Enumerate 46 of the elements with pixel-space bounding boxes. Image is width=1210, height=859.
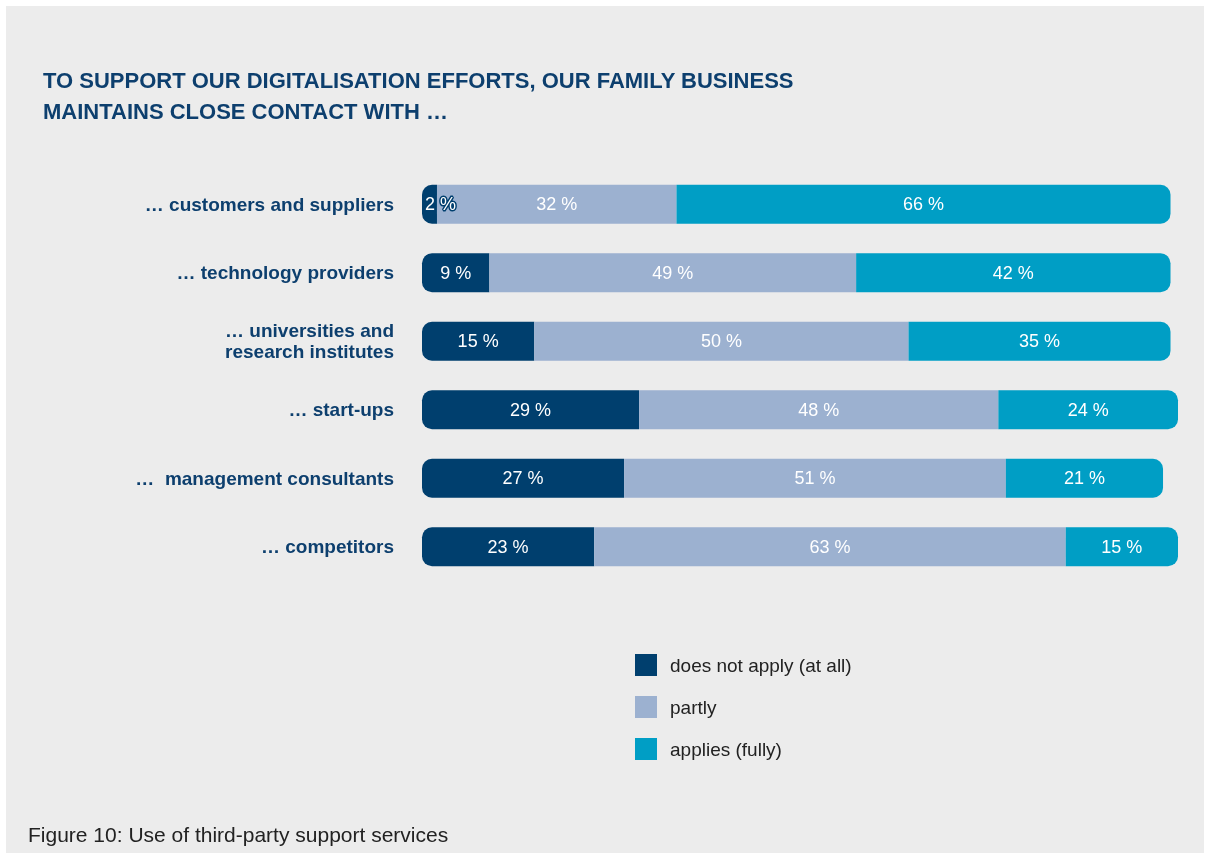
bar: [856, 253, 1171, 293]
data-label: 51 %: [794, 468, 836, 489]
y-tick-label: … universities and research institutes: [225, 320, 394, 363]
y-tick-label: … competitors: [260, 536, 394, 558]
caption: Figure 10: Use of third-party support services: [28, 823, 449, 846]
data-label: 48 %: [798, 399, 840, 420]
bar: [676, 184, 1171, 224]
bar: [422, 458, 625, 498]
y-tick-label: … start-ups: [288, 399, 394, 421]
y-tick-label: … customers and suppliers: [144, 193, 394, 215]
bar: [908, 321, 1171, 361]
bar: [639, 390, 999, 430]
bar: [422, 253, 490, 293]
data-label: 49 %: [652, 262, 694, 283]
bar: [594, 527, 1066, 567]
data-label: 66 %: [902, 194, 945, 215]
bar: [422, 390, 640, 430]
data-label: 9 %: [440, 262, 472, 283]
bar: [1065, 527, 1178, 567]
bar: [422, 527, 595, 567]
bar: [624, 458, 1006, 498]
bar: [1005, 458, 1164, 498]
data-label: 29 %: [510, 399, 552, 420]
data-label: 15 %: [457, 331, 499, 352]
legend-label: partly: [670, 696, 717, 718]
legend-label: applies (fully): [670, 738, 782, 760]
data-label: 42 %: [992, 262, 1034, 283]
bar: [489, 253, 857, 293]
y-tick-label: … technology providers: [176, 262, 394, 284]
bar: [998, 390, 1178, 430]
bar: [534, 321, 909, 361]
data-label: 27 %: [502, 468, 544, 489]
chart-title: TO SUPPORT OUR DIGITALISATION EFFORTS, OUR FAMILY BUSINESS MAINTAINS CLOSE CONTACT WITH …: [43, 68, 800, 124]
data-label: 23 %: [487, 536, 529, 557]
data-label: 50 %: [700, 331, 742, 352]
bar: [436, 184, 677, 224]
bar: [422, 321, 535, 361]
data-label: 24 %: [1067, 399, 1109, 420]
data-label: 2 %: [425, 194, 457, 215]
y-tick-label: … management consultants: [135, 467, 394, 489]
data-label: 63 %: [809, 536, 851, 557]
data-label: 21 %: [1063, 468, 1105, 489]
data-label: 35 %: [1019, 331, 1061, 352]
data-label: 32 %: [536, 194, 578, 215]
legend-label: does not apply (at all): [670, 654, 852, 676]
data-label: 15 %: [1101, 536, 1143, 557]
